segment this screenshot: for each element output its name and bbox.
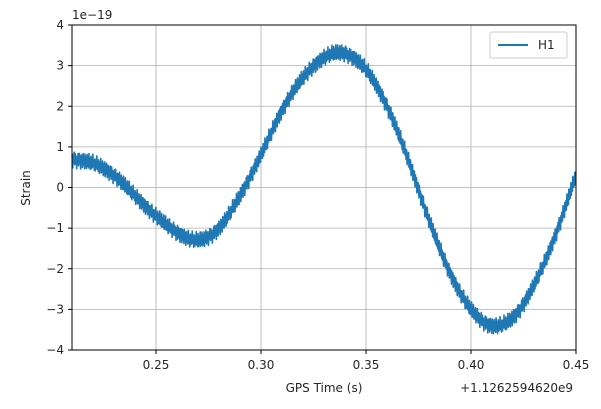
- y-axis-label: Strain: [19, 170, 33, 206]
- plot-area: [71, 44, 577, 335]
- y-tick-label: 3: [56, 59, 64, 73]
- y-tick-label: 1: [56, 140, 64, 154]
- x-tick-label: 0.40: [458, 358, 485, 372]
- series-line-h1: [71, 44, 577, 335]
- y-tick-label: 0: [56, 181, 64, 195]
- grid-lines: [72, 24, 577, 351]
- x-tick-label: 0.45: [563, 358, 590, 372]
- legend: H1: [489, 31, 568, 59]
- y-tick-label: 4: [56, 18, 64, 32]
- legend-box: [489, 31, 568, 59]
- y-tick-label: −3: [46, 302, 64, 316]
- y-tick-label: 2: [56, 99, 64, 113]
- x-offset-label: +1.1262594620e9: [460, 381, 573, 395]
- x-axis-label: GPS Time (s): [286, 381, 363, 395]
- x-tick-label: 0.30: [248, 358, 275, 372]
- axis-ticks: 0.25 0.30 0.35 0.40 0.45 −4 −3 −2 −1 0 1 2 3 4: [46, 18, 589, 372]
- y-tick-label: −4: [46, 343, 64, 357]
- x-tick-label: 0.25: [143, 358, 170, 372]
- y-scale-label: 1e−19: [72, 8, 112, 22]
- x-tick-label: 0.35: [353, 358, 380, 372]
- y-tick-label: −2: [46, 262, 64, 276]
- legend-label-h1: H1: [538, 38, 555, 52]
- y-tick-label: −1: [46, 221, 64, 235]
